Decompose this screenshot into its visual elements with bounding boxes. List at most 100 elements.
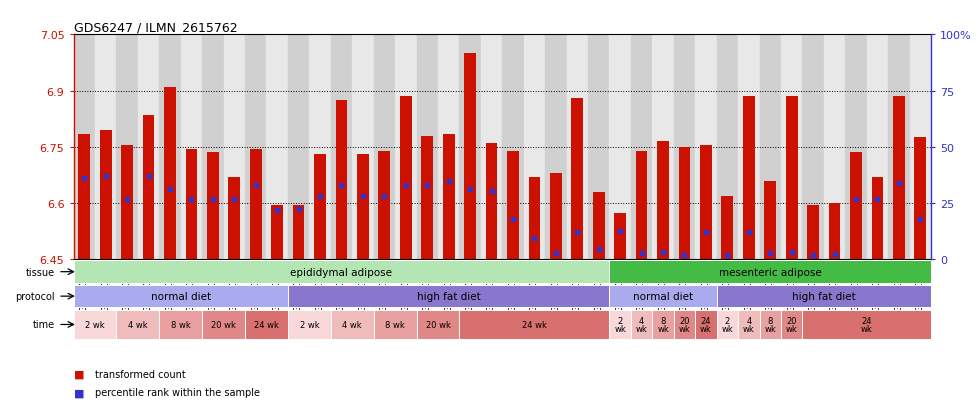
Bar	[871, 178, 883, 260]
Bar	[610, 285, 716, 308]
Bar	[909, 35, 931, 260]
Text: 20 wk: 20 wk	[425, 320, 451, 329]
Bar	[695, 35, 716, 260]
Bar	[523, 35, 545, 260]
Bar	[674, 310, 695, 339]
Bar	[373, 35, 395, 260]
Text: 24
wk: 24 wk	[860, 316, 872, 333]
Bar	[373, 310, 416, 339]
Text: GDS6247 / ILMN_2615762: GDS6247 / ILMN_2615762	[74, 21, 237, 34]
Bar	[808, 206, 819, 260]
Text: high fat diet: high fat diet	[792, 292, 856, 301]
Bar	[245, 310, 288, 339]
Bar	[271, 206, 283, 260]
Text: percentile rank within the sample: percentile rank within the sample	[95, 387, 260, 397]
Bar	[914, 138, 926, 260]
Bar	[893, 97, 905, 260]
Bar	[180, 35, 202, 260]
Bar	[507, 151, 518, 260]
Text: 2
wk: 2 wk	[721, 316, 733, 333]
Text: 2
wk: 2 wk	[614, 316, 626, 333]
Bar	[674, 35, 695, 260]
Bar	[400, 97, 412, 260]
Bar	[416, 310, 460, 339]
Text: 24
wk: 24 wk	[700, 316, 711, 333]
Bar	[610, 310, 631, 339]
Bar	[716, 310, 738, 339]
Bar	[288, 310, 330, 339]
Text: 2 wk: 2 wk	[85, 320, 105, 329]
Bar	[760, 310, 781, 339]
Bar	[352, 35, 373, 260]
Text: 8 wk: 8 wk	[385, 320, 405, 329]
Bar	[695, 310, 716, 339]
Bar	[288, 35, 310, 260]
Bar	[395, 35, 416, 260]
Text: ■: ■	[74, 369, 84, 379]
Bar	[288, 285, 610, 308]
Text: 8 wk: 8 wk	[171, 320, 190, 329]
Bar	[764, 181, 776, 260]
Bar	[653, 35, 674, 260]
Bar	[416, 35, 438, 260]
Bar	[143, 116, 155, 260]
Bar	[74, 261, 610, 283]
Bar	[202, 35, 223, 260]
Text: 20
wk: 20 wk	[678, 316, 690, 333]
Bar	[678, 147, 690, 260]
Bar	[588, 35, 610, 260]
Bar	[78, 134, 90, 260]
Bar	[465, 54, 476, 260]
Text: 4
wk: 4 wk	[743, 316, 755, 333]
Text: time: time	[32, 320, 55, 330]
Bar	[636, 151, 648, 260]
Text: ■: ■	[74, 387, 84, 397]
Bar	[781, 310, 803, 339]
Bar	[74, 310, 117, 339]
Bar	[716, 35, 738, 260]
Bar	[716, 285, 931, 308]
Text: 2 wk: 2 wk	[300, 320, 319, 329]
Bar	[738, 35, 760, 260]
Bar	[738, 310, 760, 339]
Bar	[357, 155, 368, 260]
Bar	[421, 136, 433, 260]
Bar	[267, 35, 288, 260]
Bar	[743, 97, 755, 260]
Bar	[866, 35, 888, 260]
Bar	[310, 35, 330, 260]
Bar	[481, 35, 502, 260]
Text: 4 wk: 4 wk	[342, 320, 362, 329]
Text: high fat diet: high fat diet	[416, 292, 480, 301]
Text: normal diet: normal diet	[151, 292, 211, 301]
Bar	[545, 35, 566, 260]
Text: 20
wk: 20 wk	[786, 316, 798, 333]
Bar	[571, 99, 583, 260]
Bar	[610, 261, 931, 283]
Text: protocol: protocol	[15, 292, 55, 301]
Bar	[330, 310, 373, 339]
Bar	[378, 151, 390, 260]
Text: 4 wk: 4 wk	[128, 320, 148, 329]
Bar	[164, 88, 175, 260]
Bar	[786, 97, 798, 260]
Bar	[460, 35, 481, 260]
Bar	[250, 150, 262, 260]
Bar	[117, 35, 138, 260]
Bar	[122, 146, 133, 260]
Bar	[502, 35, 523, 260]
Bar	[888, 35, 909, 260]
Bar	[74, 285, 288, 308]
Bar	[100, 131, 112, 260]
Bar	[593, 192, 605, 260]
Bar	[202, 310, 245, 339]
Bar	[486, 144, 498, 260]
Bar	[443, 134, 455, 260]
Bar	[803, 310, 931, 339]
Bar	[566, 35, 588, 260]
Bar	[631, 35, 653, 260]
Bar	[185, 150, 197, 260]
Bar	[528, 178, 540, 260]
Bar	[74, 35, 95, 260]
Bar	[95, 35, 117, 260]
